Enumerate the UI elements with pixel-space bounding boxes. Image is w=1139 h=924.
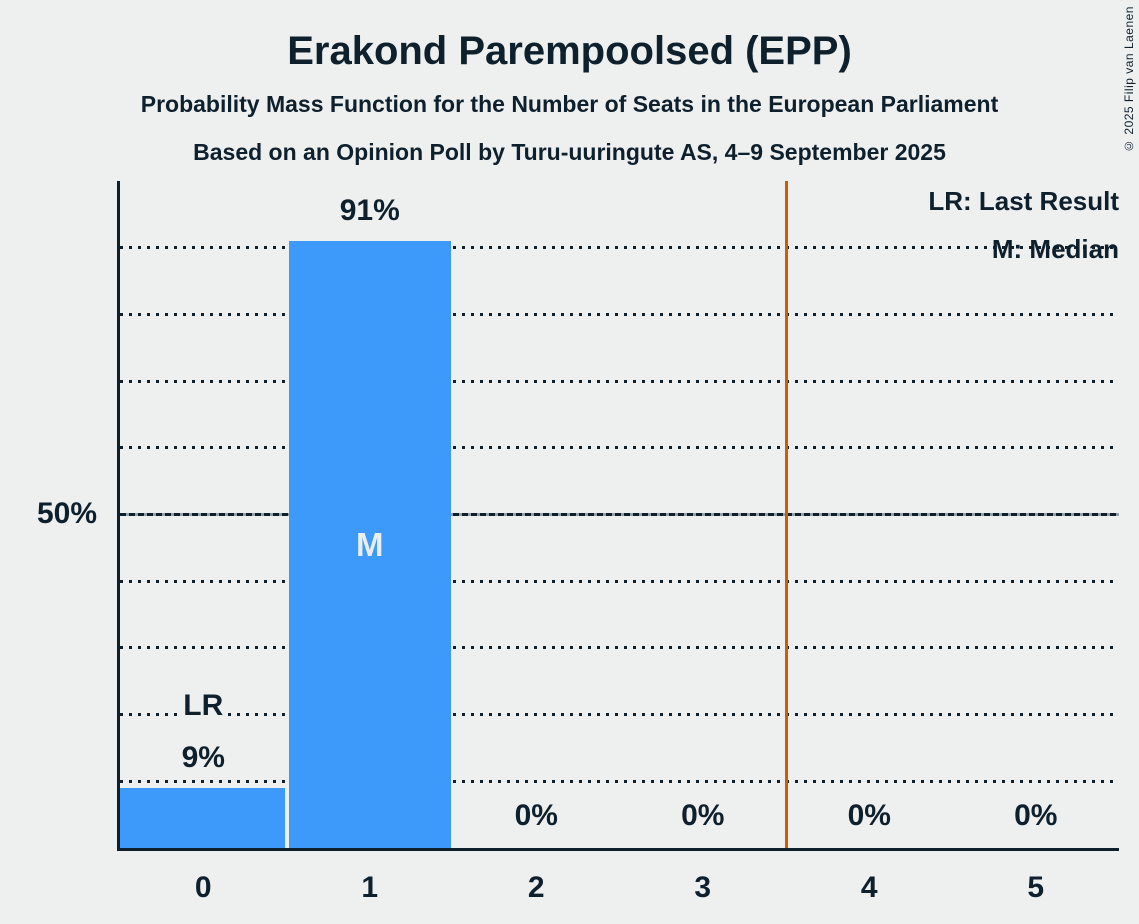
chart-poll-source: Based on an Opinion Poll by Turu-uuringu… bbox=[193, 139, 946, 165]
x-tick-label-4: 4 bbox=[860, 871, 878, 904]
x-tick-label-5: 5 bbox=[1027, 871, 1045, 904]
x-tick-label-3: 3 bbox=[694, 871, 712, 904]
x-axis-tick-labels: 0 1 2 3 4 5 bbox=[120, 868, 1119, 910]
value-label-1: 91% bbox=[287, 191, 454, 231]
gridline bbox=[120, 246, 1119, 250]
chart-title: Erakond Parempoolsed (EPP) bbox=[287, 29, 852, 73]
last-result-marker: LR bbox=[120, 686, 287, 726]
value-label-3-text: 0% bbox=[678, 799, 728, 832]
y-axis-tick-label: 50% bbox=[36, 497, 97, 530]
gridline bbox=[120, 446, 1119, 450]
value-label-4: 0% bbox=[786, 796, 953, 836]
x-tick-label-2: 2 bbox=[527, 871, 545, 904]
gridline bbox=[120, 579, 1119, 583]
value-label-5: 0% bbox=[953, 796, 1120, 836]
value-label-3: 0% bbox=[620, 796, 787, 836]
bar-seats-0 bbox=[120, 787, 285, 848]
gridline bbox=[120, 646, 1119, 650]
chart-subtitle: Probability Mass Function for the Number… bbox=[140, 91, 999, 117]
gridline bbox=[120, 713, 1119, 717]
x-tick-label-1: 1 bbox=[361, 871, 379, 904]
plot-area: 9% 91% 0% 0% 0% 0% LR M bbox=[117, 181, 1119, 851]
value-label-4-text: 0% bbox=[844, 799, 894, 832]
gridline bbox=[120, 379, 1119, 383]
value-label-0-text: 9% bbox=[178, 740, 228, 774]
legend-last-result: LR: Last Result bbox=[928, 186, 1119, 216]
gridline bbox=[120, 779, 1119, 783]
value-label-5-text: 0% bbox=[1011, 799, 1061, 832]
gridline bbox=[120, 312, 1119, 316]
value-label-2-text: 0% bbox=[511, 799, 561, 832]
bar-seats-1 bbox=[288, 241, 451, 848]
value-label-1-text: 91% bbox=[336, 194, 403, 228]
major-gridline bbox=[120, 513, 1119, 516]
x-tick-label-0: 0 bbox=[194, 871, 212, 904]
threshold-line bbox=[784, 181, 788, 848]
value-label-0: 9% bbox=[120, 738, 287, 778]
median-marker: M bbox=[356, 525, 384, 563]
value-label-2: 0% bbox=[453, 796, 620, 836]
last-result-marker-text: LR bbox=[180, 688, 227, 722]
